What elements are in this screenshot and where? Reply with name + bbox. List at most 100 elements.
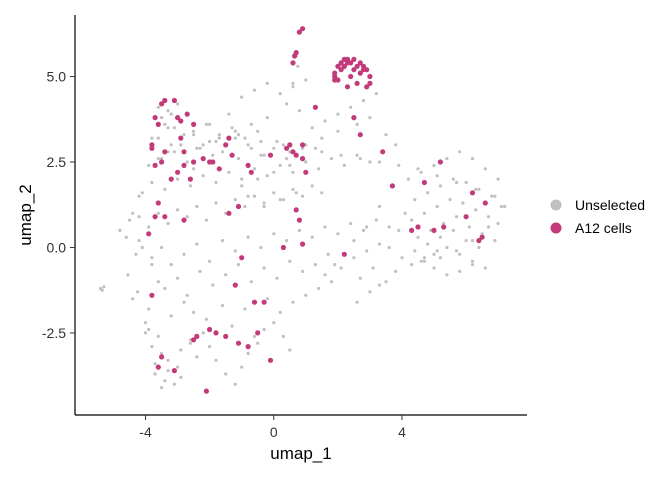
- unselected-point: [329, 280, 334, 284]
- unselected-point: [377, 160, 382, 164]
- unselected-point: [272, 146, 276, 150]
- unselected-point: [461, 201, 465, 205]
- unselected-point: [147, 327, 151, 332]
- a12-cell-point: [232, 282, 238, 288]
- a12-cell-point: [380, 149, 386, 155]
- unselected-point: [272, 170, 276, 174]
- unselected-point: [320, 150, 324, 154]
- unselected-point: [493, 239, 497, 243]
- unselected-point: [454, 249, 459, 253]
- unselected-point: [185, 215, 189, 219]
- unselected-point: [365, 249, 369, 253]
- unselected-point: [137, 239, 141, 243]
- unselected-point: [342, 163, 346, 167]
- unselected-point: [297, 228, 301, 232]
- unselected-point: [477, 187, 481, 191]
- unselected-point: [352, 256, 356, 260]
- unselected-point: [281, 198, 285, 202]
- unselected-point: [185, 293, 189, 297]
- unselected-point: [195, 355, 199, 359]
- a12-cell-point: [482, 200, 488, 206]
- unselected-point: [474, 208, 478, 212]
- unselected-point: [230, 126, 234, 130]
- unselected-point: [195, 204, 199, 209]
- unselected-point: [265, 116, 269, 120]
- unselected-point: [150, 345, 154, 349]
- a12-cell-point: [354, 63, 360, 69]
- a12-cell-point: [364, 84, 370, 90]
- unselected-point: [400, 256, 404, 260]
- a12-cell-point: [191, 159, 197, 165]
- unselected-point: [278, 92, 282, 96]
- unselected-point: [156, 157, 160, 161]
- a12-cell-point: [191, 337, 197, 343]
- unselected-point: [137, 194, 141, 198]
- unselected-point: [470, 259, 475, 263]
- unselected-point: [387, 225, 391, 229]
- unselected-point: [192, 129, 196, 133]
- y-tick-label: -2.5: [42, 325, 66, 341]
- unselected-point: [288, 348, 292, 352]
- unselected-point: [355, 153, 359, 157]
- a12-cell-point: [245, 162, 251, 168]
- a12-cell-point: [293, 207, 299, 213]
- x-tick-label: -4: [139, 424, 152, 440]
- a12-cell-point: [261, 299, 267, 305]
- unselected-point: [150, 263, 154, 267]
- unselected-point: [147, 163, 151, 167]
- a12-cell-point: [287, 142, 293, 148]
- a12-cell-point: [479, 234, 485, 240]
- a12-cell-point: [280, 244, 286, 251]
- a12-cell-point: [267, 152, 274, 158]
- a12-cell-point: [181, 217, 187, 223]
- unselected-point: [214, 180, 218, 185]
- unselected-point: [323, 273, 327, 277]
- unselected-point: [166, 369, 170, 373]
- a12-cell-point: [335, 63, 341, 69]
- unselected-point: [135, 290, 140, 294]
- unselected-point: [214, 201, 218, 205]
- unselected-point: [240, 95, 244, 99]
- unselected-point: [310, 235, 314, 239]
- a12-cell-point: [348, 73, 354, 80]
- unselected-point: [163, 122, 167, 126]
- unselected-point: [480, 232, 484, 236]
- unselected-point: [313, 263, 317, 267]
- unselected-point: [208, 345, 212, 349]
- a12-cell-point: [146, 231, 152, 237]
- a12-cell-point: [351, 67, 357, 73]
- a12-cell-point: [293, 152, 299, 158]
- a12-cell-point: [344, 84, 351, 90]
- unselected-point: [371, 266, 375, 270]
- unselected-point: [262, 153, 266, 157]
- a12-cell-point: [213, 330, 219, 336]
- unselected-point: [377, 283, 382, 287]
- unselected-point: [320, 191, 324, 195]
- unselected-point: [243, 136, 247, 140]
- a12-cell-point: [155, 121, 161, 127]
- unselected-point: [496, 221, 500, 226]
- unselected-point: [358, 276, 362, 280]
- unselected-point: [477, 245, 481, 250]
- unselected-point: [233, 198, 237, 202]
- a12-cell-point: [441, 224, 447, 230]
- legend-label: Unselected: [575, 197, 645, 213]
- unselected-point: [246, 143, 250, 147]
- y-tick-label: 2.5: [47, 154, 67, 170]
- unselected-point: [179, 143, 183, 147]
- unselected-point: [483, 167, 487, 171]
- unselected-point: [246, 194, 250, 198]
- unselected-point: [262, 266, 266, 270]
- a12-cell-point: [175, 115, 181, 121]
- unselected-point: [124, 235, 128, 239]
- a12-cell-point: [267, 357, 274, 363]
- a12-cell-point: [200, 156, 206, 162]
- a12-cell-point: [159, 159, 165, 165]
- unselected-point: [214, 358, 218, 362]
- unselected-point: [172, 126, 176, 130]
- unselected-point: [252, 334, 257, 338]
- a12-cell-point: [149, 145, 155, 151]
- unselected-point: [211, 153, 215, 157]
- unselected-point: [317, 286, 321, 291]
